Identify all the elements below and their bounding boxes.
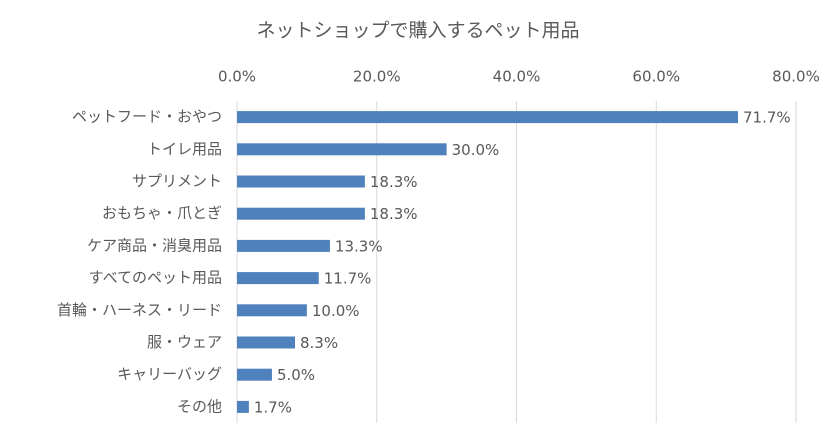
bar xyxy=(237,207,365,220)
x-tick-label: 40.0% xyxy=(493,68,541,86)
y-tick-label: ケア商品・消臭用品 xyxy=(87,236,222,254)
y-tick-label: サプリメント xyxy=(132,172,222,190)
value-label: 8.3% xyxy=(300,334,338,352)
y-tick-label: おもちゃ・爪とぎ xyxy=(102,204,222,222)
value-label: 1.7% xyxy=(254,398,292,416)
bar xyxy=(237,272,319,285)
chart-title: ネットショップで購入するペット用品 xyxy=(256,20,579,42)
bar xyxy=(237,336,295,349)
value-label: 30.0% xyxy=(452,141,500,159)
value-label: 18.3% xyxy=(370,173,418,191)
value-label: 5.0% xyxy=(277,366,315,384)
y-tick-label: トイレ用品 xyxy=(147,140,222,158)
bar xyxy=(237,400,249,413)
y-tick-label: すべてのペット用品 xyxy=(89,269,222,287)
x-tick-label: 60.0% xyxy=(632,68,680,86)
value-label: 11.7% xyxy=(324,270,372,288)
value-label: 13.3% xyxy=(335,237,383,255)
bar xyxy=(237,175,365,188)
bar xyxy=(237,239,330,252)
y-tick-label: その他 xyxy=(177,397,222,415)
bar xyxy=(237,143,447,156)
y-tick-label: ペットフード・おやつ xyxy=(72,108,222,126)
bar xyxy=(237,304,307,317)
bar xyxy=(237,111,739,124)
y-tick-label: キャリーバッグ xyxy=(117,365,222,383)
value-label: 71.7% xyxy=(743,109,791,127)
x-tick-label: 80.0% xyxy=(772,68,820,86)
value-label: 10.0% xyxy=(312,302,360,320)
x-tick-label: 20.0% xyxy=(353,68,401,86)
y-tick-label: 服・ウェア xyxy=(147,333,222,351)
value-label: 18.3% xyxy=(370,205,418,223)
y-tick-label: 首輪・ハーネス・リード xyxy=(57,301,222,319)
x-tick-label: 0.0% xyxy=(218,68,256,86)
bar xyxy=(237,368,272,381)
